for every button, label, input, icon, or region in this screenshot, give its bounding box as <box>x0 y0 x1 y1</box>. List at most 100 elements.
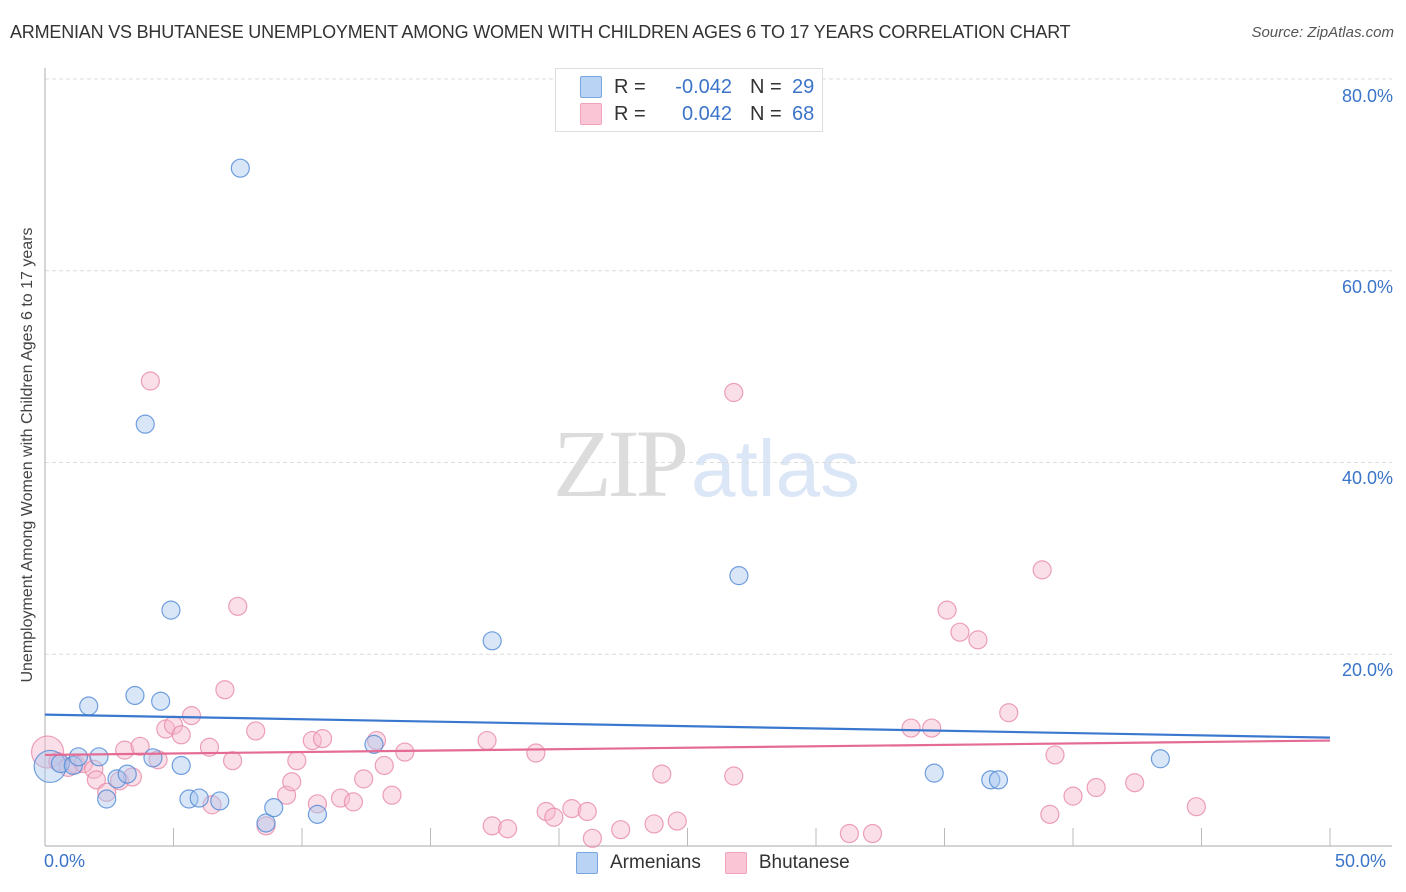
data-point <box>215 680 235 700</box>
data-point <box>1125 773 1145 793</box>
data-point <box>1063 786 1083 806</box>
data-point <box>343 792 363 812</box>
data-point <box>498 819 518 839</box>
data-point <box>130 736 150 756</box>
legend-label-armenians: Armenians <box>610 852 701 873</box>
axes <box>44 68 1392 847</box>
data-point <box>1040 804 1060 824</box>
data-point <box>330 788 351 808</box>
y-tick-20: 20.0% <box>1341 660 1393 680</box>
legend-row-armenians: R = -0.042 N = 29 <box>580 74 814 100</box>
data-point <box>135 414 155 434</box>
n-value: 68 <box>792 102 815 125</box>
data-point <box>86 770 107 790</box>
r-label: R = <box>614 102 646 125</box>
data-point <box>988 770 1009 790</box>
bhutanese-trend-line <box>44 739 1331 757</box>
n-value: 29 <box>792 75 815 98</box>
x-tick-50: 50.0% <box>1335 851 1387 871</box>
data-point <box>282 772 302 792</box>
data-point <box>68 747 89 767</box>
y-tick-40: 40.0% <box>1341 468 1393 488</box>
data-point <box>364 734 384 754</box>
data-point <box>97 782 117 802</box>
r-label: R = <box>614 75 646 98</box>
legend-row-bhutanese: R = 0.042 N = 68 <box>580 101 814 127</box>
stats-legend: R = -0.042 N = 29 R = 0.042 N = 68 <box>555 68 823 132</box>
data-point <box>382 785 402 805</box>
data-point <box>644 814 664 834</box>
data-point <box>729 566 749 586</box>
data-point <box>143 748 163 768</box>
data-point <box>307 804 328 824</box>
r-value: 0.042 <box>681 102 732 125</box>
data-point <box>89 747 109 767</box>
armenians-trend-line <box>44 713 1331 739</box>
data-point <box>210 791 230 811</box>
data-point <box>354 769 374 789</box>
data-point <box>724 382 744 403</box>
data-point <box>577 801 597 822</box>
armenians-swatch-icon <box>576 852 598 874</box>
data-point <box>526 743 546 763</box>
chart-title: ARMENIAN VS BHUTANESE UNEMPLOYMENT AMONG… <box>10 22 1071 42</box>
data-point <box>901 718 921 738</box>
y-tick-60: 60.0% <box>1341 277 1393 297</box>
x-tick-0: 0.0% <box>44 851 86 871</box>
data-point <box>287 751 307 771</box>
data-point <box>199 737 220 757</box>
data-point <box>33 749 67 784</box>
data-point <box>171 725 191 745</box>
data-point <box>223 751 243 771</box>
data-point <box>968 630 988 650</box>
y-axis-label: Unemployment Among Women with Children A… <box>19 227 36 683</box>
legend-item-bhutanese[interactable]: Bhutanese <box>724 852 850 874</box>
data-point <box>151 691 171 711</box>
data-point <box>307 794 328 814</box>
data-point <box>862 823 883 844</box>
trend-lines <box>44 713 1331 757</box>
data-point <box>667 811 687 831</box>
data-point <box>724 766 744 786</box>
data-point <box>30 735 65 769</box>
data-point <box>839 823 860 844</box>
data-point <box>1045 745 1065 765</box>
data-point <box>1186 797 1206 817</box>
data-point <box>536 801 556 822</box>
data-point <box>230 158 250 178</box>
data-point <box>179 789 199 809</box>
armenian-points <box>33 158 1170 833</box>
data-point <box>228 596 248 616</box>
data-point <box>981 770 1001 790</box>
data-point <box>312 729 333 749</box>
data-point <box>181 706 202 726</box>
data-point <box>140 371 160 391</box>
n-label: N = <box>750 102 782 125</box>
legend-label-bhutanese: Bhutanese <box>758 852 850 873</box>
data-point <box>161 600 181 620</box>
data-point <box>924 763 944 783</box>
data-point <box>246 721 266 741</box>
bhutanese-swatch-icon <box>724 852 747 874</box>
data-point <box>374 755 394 776</box>
armenians-swatch-icon <box>580 76 602 98</box>
data-point <box>125 685 145 706</box>
data-point <box>477 730 497 751</box>
data-point <box>117 764 137 784</box>
series-legend: Armenians Bhutanese <box>576 852 874 874</box>
source-attribution: Source: ZipAtlas.com <box>1251 24 1394 41</box>
data-point <box>950 622 970 642</box>
n-label: N = <box>750 75 782 98</box>
data-point <box>562 799 582 819</box>
data-point <box>264 798 284 818</box>
bhutanese-swatch-icon <box>580 103 602 125</box>
data-point <box>922 718 942 738</box>
data-point <box>171 755 191 776</box>
data-point <box>937 600 957 620</box>
data-point <box>107 769 127 789</box>
data-point <box>1086 777 1106 798</box>
legend-item-armenians[interactable]: Armenians <box>576 852 701 874</box>
data-point <box>256 813 276 833</box>
data-point <box>122 767 142 787</box>
